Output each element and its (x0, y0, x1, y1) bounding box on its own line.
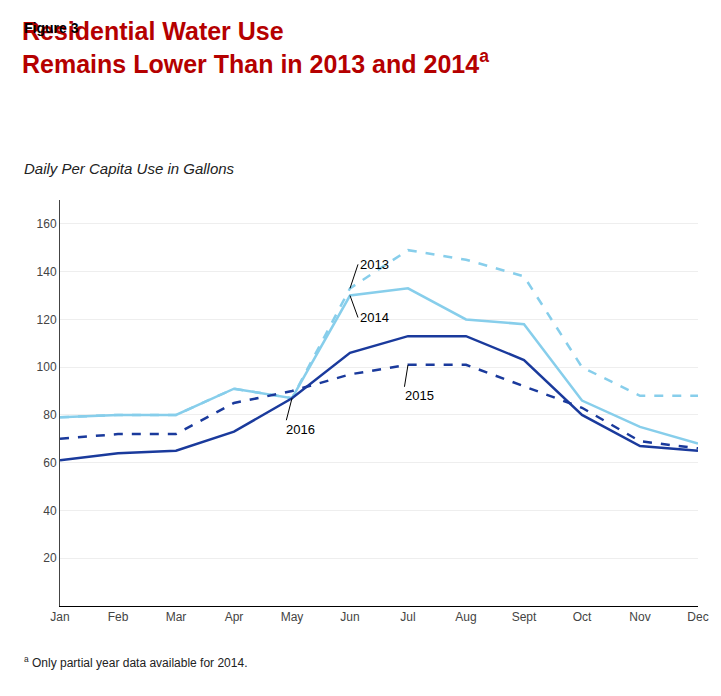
svg-text:Residential Water UseRemains L: Residential Water UseRemains Lower Than … (22, 17, 489, 78)
svg-text:2015: 2015 (405, 388, 434, 403)
svg-text:140: 140 (37, 265, 57, 279)
svg-text:Aug: Aug (455, 610, 476, 624)
svg-text:120: 120 (37, 313, 57, 327)
svg-text:Apr: Apr (225, 610, 244, 624)
svg-text:2014: 2014 (360, 310, 389, 325)
svg-text:Jul: Jul (400, 610, 415, 624)
svg-text:Figure 3: Figure 3 (24, 20, 79, 36)
svg-text:May: May (281, 610, 304, 624)
svg-text:2016: 2016 (286, 422, 315, 437)
svg-text:100: 100 (37, 360, 57, 374)
svg-text:​a​ Only partial year data ava: ​a​ Only partial year data available for… (24, 654, 247, 670)
svg-text:Daily Per Capita Use in Gallon: Daily Per Capita Use in Gallons (24, 160, 235, 177)
svg-text:Mar: Mar (166, 610, 187, 624)
svg-text:Jun: Jun (340, 610, 359, 624)
svg-text:Feb: Feb (108, 610, 129, 624)
svg-text:40: 40 (43, 504, 57, 518)
svg-text:20: 20 (43, 551, 57, 565)
svg-text:Jan: Jan (50, 610, 69, 624)
svg-text:60: 60 (43, 456, 57, 470)
svg-text:80: 80 (43, 408, 57, 422)
svg-text:Oct: Oct (573, 610, 592, 624)
svg-text:2013: 2013 (360, 257, 389, 272)
svg-text:Sept: Sept (512, 610, 537, 624)
svg-text:160: 160 (37, 217, 57, 231)
svg-text:Dec: Dec (687, 610, 708, 624)
svg-text:Nov: Nov (629, 610, 650, 624)
